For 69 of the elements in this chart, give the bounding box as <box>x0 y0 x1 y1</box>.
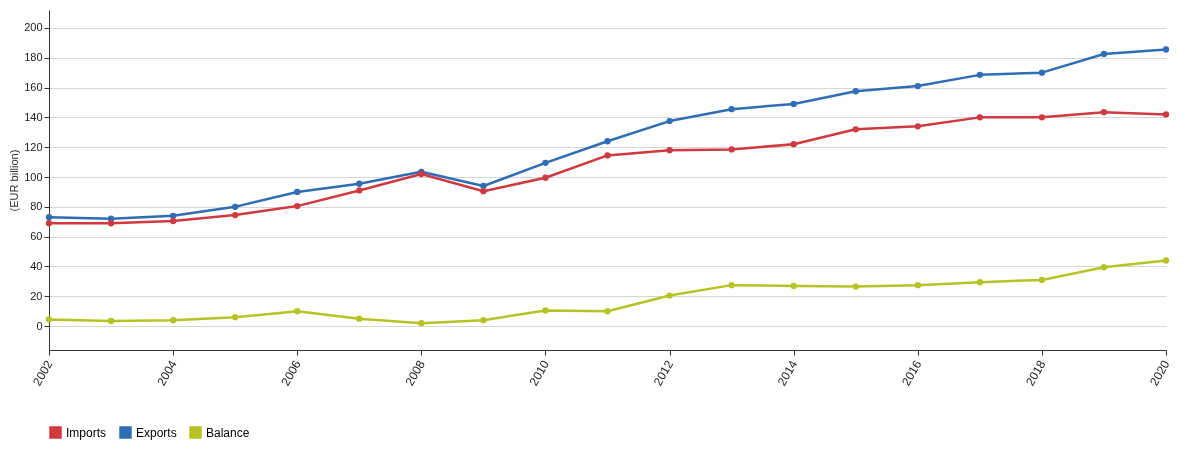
point <box>790 100 797 108</box>
point <box>169 317 177 324</box>
point <box>542 174 549 181</box>
point <box>169 217 177 225</box>
point <box>542 159 549 167</box>
point <box>914 281 921 289</box>
point <box>107 220 115 227</box>
y-tick-label: 40 <box>30 259 43 272</box>
point <box>1162 257 1170 264</box>
point <box>790 141 797 148</box>
y-tick-label: 160 <box>24 81 43 94</box>
point <box>728 106 735 113</box>
point <box>356 187 363 194</box>
point <box>232 211 239 219</box>
point <box>418 320 425 327</box>
point <box>1038 276 1046 284</box>
point <box>45 214 53 221</box>
point <box>169 212 177 219</box>
point <box>666 117 673 125</box>
point <box>666 292 673 299</box>
y-tick-label: 0 <box>36 319 43 332</box>
point <box>1162 46 1170 53</box>
point <box>728 281 735 289</box>
point <box>604 138 611 145</box>
y-tick-label: 100 <box>24 170 43 183</box>
point <box>294 188 301 196</box>
point <box>232 203 239 210</box>
point <box>976 114 983 121</box>
point <box>232 314 239 321</box>
point <box>356 180 363 187</box>
point <box>976 71 983 79</box>
point <box>107 317 115 325</box>
point <box>790 282 797 290</box>
point <box>45 220 53 227</box>
point <box>480 317 487 324</box>
point <box>294 202 301 210</box>
point <box>666 147 673 154</box>
point <box>852 126 859 133</box>
point <box>604 308 611 315</box>
y-tick-label: 120 <box>24 140 43 153</box>
point <box>1162 111 1170 118</box>
legend-label: Imports <box>66 425 107 440</box>
point <box>294 308 301 315</box>
point <box>914 82 921 90</box>
point <box>480 188 487 195</box>
point <box>976 278 983 286</box>
point <box>480 182 487 190</box>
y-tick-label: 60 <box>30 230 43 243</box>
point <box>356 315 363 322</box>
point <box>1100 50 1108 58</box>
y-tick-label: 80 <box>30 200 43 213</box>
point <box>852 283 859 290</box>
point <box>1100 108 1108 116</box>
point <box>45 316 53 323</box>
point <box>1100 264 1108 271</box>
point <box>728 146 735 153</box>
legend-label: Exports <box>136 425 177 440</box>
point <box>1038 69 1046 76</box>
point <box>852 88 859 95</box>
point <box>542 307 549 314</box>
legend-label: Balance <box>206 425 250 440</box>
point <box>1038 114 1046 121</box>
y-tick-label: 180 <box>24 51 43 64</box>
y-tick-label: 20 <box>30 289 43 302</box>
y-axis-title: (EUR billion) <box>8 149 21 212</box>
point <box>604 152 611 159</box>
y-tick-label: 200 <box>24 21 43 34</box>
y-tick-label: 140 <box>24 110 43 123</box>
point <box>914 123 921 130</box>
